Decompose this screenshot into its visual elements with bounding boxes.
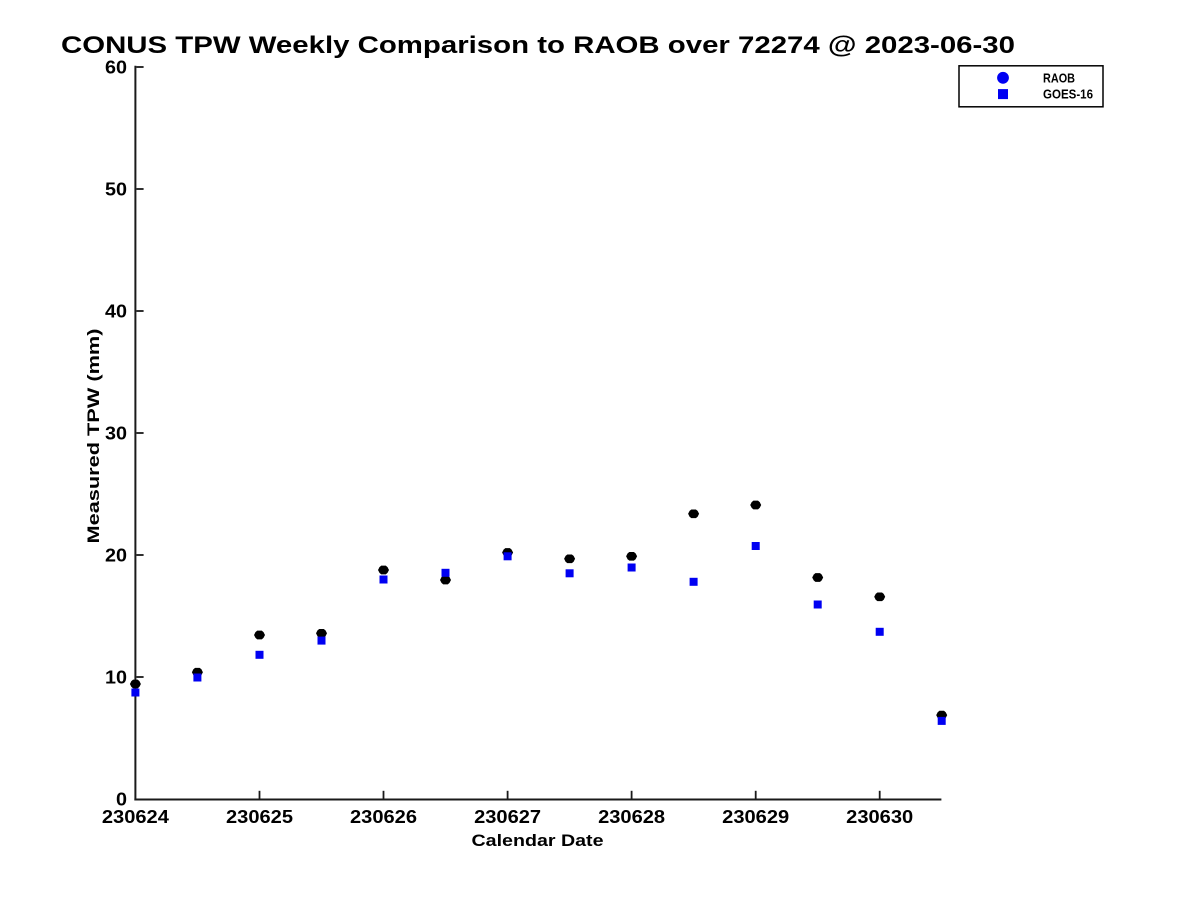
svg-text:230629: 230629 <box>722 807 789 827</box>
svg-text:230630: 230630 <box>846 807 913 827</box>
svg-text:230624: 230624 <box>102 807 169 827</box>
svg-text:230627: 230627 <box>474 807 541 827</box>
svg-text:Measured TPW (mm): Measured TPW (mm) <box>84 329 103 544</box>
svg-text:GOES-16: GOES-16 <box>1043 88 1093 102</box>
svg-text:50: 50 <box>105 180 127 200</box>
svg-text:Calendar Date: Calendar Date <box>472 831 604 850</box>
svg-text:30: 30 <box>105 424 127 444</box>
svg-text:230625: 230625 <box>226 807 293 827</box>
svg-text:20: 20 <box>105 546 127 566</box>
svg-text:230628: 230628 <box>598 807 665 827</box>
svg-text:10: 10 <box>105 668 127 688</box>
svg-text:0: 0 <box>116 790 127 810</box>
svg-text:CONUS TPW Weekly Comparison to: CONUS TPW Weekly Comparison to RAOB over… <box>61 32 1015 59</box>
svg-text:230626: 230626 <box>350 807 417 827</box>
svg-text:40: 40 <box>105 302 127 322</box>
svg-text:60: 60 <box>105 58 127 78</box>
svg-text:RAOB: RAOB <box>1043 71 1075 85</box>
